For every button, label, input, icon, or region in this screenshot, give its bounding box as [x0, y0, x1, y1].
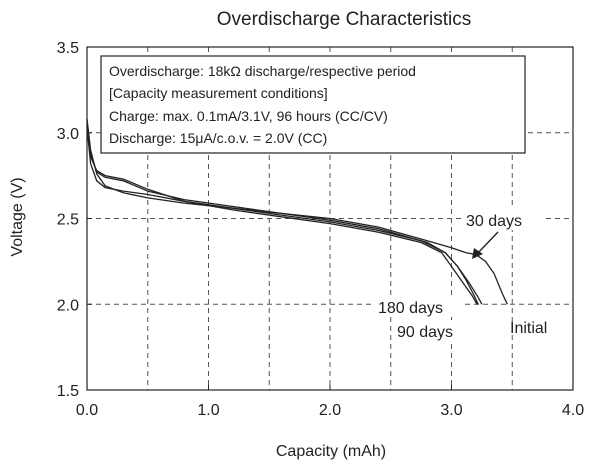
x-tick-label: 4.0: [562, 402, 584, 419]
y-tick-label: 3.0: [57, 126, 79, 143]
x-tick-label: 1.0: [197, 402, 219, 419]
arrow-30-days-shaft: [475, 231, 499, 256]
x-tick-label: 2.0: [319, 402, 341, 419]
annotations: 30 days 180 days 90 days Initial: [375, 208, 547, 341]
y-tick-label: 2.5: [57, 212, 79, 229]
conditions-line-2: [Capacity measurement conditions]: [109, 85, 328, 101]
x-axis-label: Capacity (mAh): [276, 443, 386, 460]
label-180-days: 180 days: [378, 300, 443, 317]
conditions-box-frame: [100, 55, 526, 154]
y-tick-label: 3.5: [57, 40, 79, 57]
label-backdrop: [375, 296, 463, 317]
series-line-initial: [86, 118, 508, 305]
series-layer: [86, 118, 508, 305]
y-axis-label: Voltage (V): [9, 177, 26, 256]
conditions-line-1: Overdischarge: 18kΩ discharge/respective…: [109, 63, 416, 79]
y-axis-ticks: 1.5 2.0 2.5 3.0 3.5: [57, 40, 92, 400]
conditions-line-4: Discharge: 15μA/c.o.v. = 2.0V (CC): [109, 130, 327, 146]
arrow-30-days-head: [472, 248, 483, 259]
y-tick-label: 1.5: [57, 383, 79, 400]
label-backdrop: [394, 320, 504, 341]
conditions-line-3: Charge: max. 0.1mA/3.1V, 96 hours (CC/CV…: [109, 108, 388, 124]
chart-title: Overdischarge Characteristics: [217, 9, 471, 30]
x-tick-label: 0.0: [76, 402, 98, 419]
label-90-days: 90 days: [397, 324, 453, 341]
label-30-days: 30 days: [466, 213, 522, 230]
series-line-180-days: [86, 127, 478, 305]
y-tick-label: 2.0: [57, 297, 79, 314]
x-tick-label: 3.0: [440, 402, 462, 419]
label-initial: Initial: [510, 320, 547, 337]
label-backdrop: [462, 208, 544, 230]
series-line-90-days: [86, 125, 483, 305]
x-axis-ticks: 0.0 1.0 2.0 3.0 4.0: [76, 385, 584, 419]
conditions-box: Overdischarge: 18kΩ discharge/respective…: [100, 55, 526, 154]
